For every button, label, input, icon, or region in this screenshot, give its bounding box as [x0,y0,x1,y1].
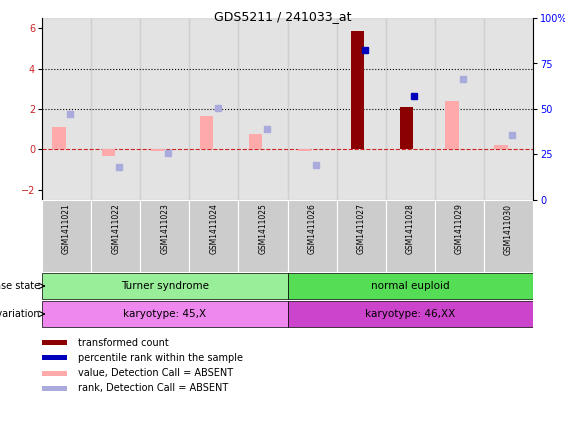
Bar [337,200,386,272]
Bar [400,107,414,149]
Bar [91,200,140,272]
Bar [484,200,533,272]
Bar [435,18,484,200]
Text: GSM1411022: GSM1411022 [111,203,120,254]
Text: GSM1411023: GSM1411023 [160,203,170,255]
Bar [42,371,67,376]
Bar [288,272,533,299]
Bar [288,200,337,272]
Bar [102,149,115,156]
Bar [386,200,435,272]
Text: GSM1411027: GSM1411027 [357,203,366,255]
Bar [238,18,288,200]
Text: GSM1411028: GSM1411028 [406,203,415,254]
Bar [288,18,337,200]
Bar [42,386,67,390]
Bar [200,116,213,149]
Bar [337,18,386,200]
Text: percentile rank within the sample: percentile rank within the sample [78,353,243,363]
Text: value, Detection Call = ABSENT: value, Detection Call = ABSENT [78,368,233,378]
Bar [386,18,435,200]
Bar [298,149,311,151]
Text: GDS5211 / 241033_at: GDS5211 / 241033_at [214,10,351,23]
Bar [435,200,484,272]
Bar [288,301,533,327]
Bar [42,272,288,299]
Text: GSM1411024: GSM1411024 [210,203,218,255]
Bar [484,18,533,200]
Bar [42,341,67,345]
Bar [42,301,288,327]
Text: karyotype: 46,XX: karyotype: 46,XX [365,309,455,319]
Text: disease state: disease state [0,281,41,291]
Text: GSM1411029: GSM1411029 [455,203,464,255]
Bar [445,101,459,149]
Bar [91,18,140,200]
Bar [494,146,508,149]
Text: GSM1411026: GSM1411026 [307,203,316,255]
Bar [53,127,66,149]
Text: karyotype: 45,X: karyotype: 45,X [123,309,206,319]
Text: normal euploid: normal euploid [371,281,450,291]
Bar [140,200,189,272]
Bar [238,200,288,272]
Text: GSM1411021: GSM1411021 [62,203,71,254]
Bar [351,31,364,149]
Bar [189,200,238,272]
Bar [42,355,67,360]
Bar [189,18,238,200]
Bar [151,149,164,151]
Text: transformed count: transformed count [78,338,168,348]
Bar [42,18,91,200]
Text: GSM1411025: GSM1411025 [258,203,267,255]
Text: rank, Detection Call = ABSENT: rank, Detection Call = ABSENT [78,383,228,393]
Bar [42,200,91,272]
Text: Turner syndrome: Turner syndrome [121,281,208,291]
Text: genotype/variation: genotype/variation [0,309,41,319]
Bar [140,18,189,200]
Text: GSM1411030: GSM1411030 [504,203,513,255]
Bar [249,134,262,149]
